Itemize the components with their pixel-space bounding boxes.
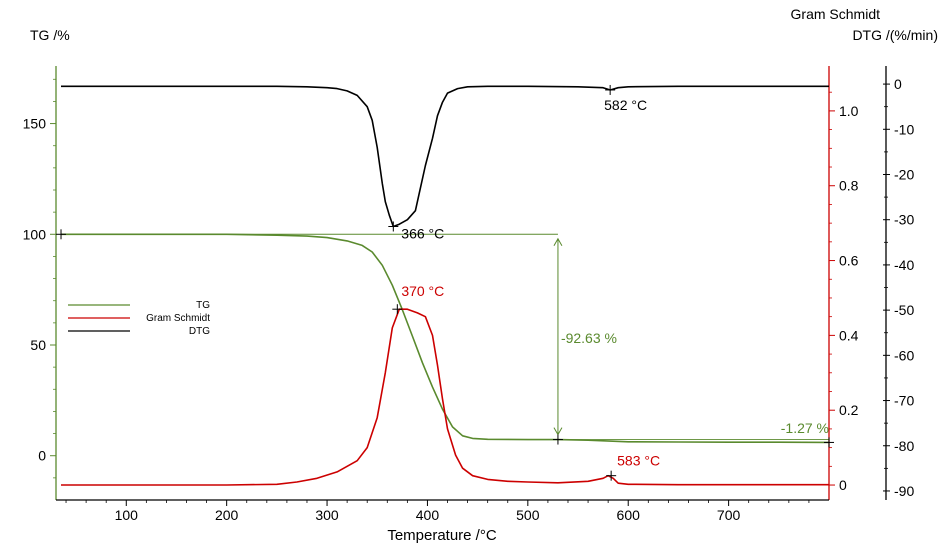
annotation-label: -92.63 % <box>561 330 617 346</box>
legend: TG Gram Schmidt DTG <box>68 300 210 337</box>
dtg-tick-label: -80 <box>894 438 914 454</box>
dtg-tick-label: -10 <box>894 121 914 137</box>
dtg-tick-label: -60 <box>894 347 914 363</box>
series-tg <box>61 233 830 444</box>
annotation-label: -1.27 % <box>781 420 829 436</box>
dtg-tick-label: 0 <box>894 76 902 92</box>
dtg-tick-label: -40 <box>894 257 914 273</box>
gs-tick-label: 0 <box>839 477 847 493</box>
tg-tick-label: 100 <box>23 226 47 242</box>
mass-step-arrowhead-top <box>553 237 563 246</box>
x-tick-label: 700 <box>717 507 741 523</box>
tg-tick-label: 0 <box>38 448 46 464</box>
gs-axis-label: Gram Schmidt <box>791 6 881 22</box>
series-gram-schmidt <box>61 308 829 486</box>
x-tick-label: 100 <box>115 507 139 523</box>
dtg-tick-label: -50 <box>894 302 914 318</box>
legend-dtg-label: DTG <box>189 326 210 337</box>
gs-tick-label: 0.4 <box>839 327 859 343</box>
x-tick-label: 500 <box>516 507 540 523</box>
x-axis-label: Temperature /°C <box>387 527 497 544</box>
tg-tick-label: 150 <box>23 116 47 132</box>
x-tick-label: 600 <box>617 507 641 523</box>
annotation-label: 582 °C <box>604 97 647 113</box>
gs-tick-label: 1.0 <box>839 103 859 119</box>
tg-axis-label: TG /% <box>30 27 70 43</box>
annotation-label: 366 °C <box>401 225 444 241</box>
annotation-label: 370 °C <box>401 283 444 299</box>
dtg-tick-label: -30 <box>894 212 914 228</box>
dtg-axis-label: DTG /(%/min) <box>852 27 938 43</box>
dtg-tick-label: -70 <box>894 393 914 409</box>
dtg-tick-label: -90 <box>894 483 914 499</box>
x-tick-label: 300 <box>315 507 339 523</box>
dtg-tick-label: -20 <box>894 167 914 183</box>
tg-tick-label: 50 <box>30 337 46 353</box>
annotation-markers <box>56 84 834 481</box>
legend-gs-label: Gram Schmidt <box>146 313 210 324</box>
axis-ticks: 100 200 300 400 500 600 700 0 50 100 150 0 0.2 0.4 0.6… <box>23 76 915 523</box>
x-tick-label: 400 <box>416 507 440 523</box>
gs-tick-label: 0.8 <box>839 178 859 194</box>
annotations: 366 °C 582 °C 370 °C 583 °C -92.63 % -1.27 % <box>401 97 829 469</box>
x-tick-label: 200 <box>215 507 239 523</box>
gs-tick-label: 0.6 <box>839 253 859 269</box>
gs-tick-label: 0.2 <box>839 402 859 418</box>
annotation-label: 583 °C <box>617 453 660 469</box>
legend-tg-label: TG <box>196 300 210 311</box>
